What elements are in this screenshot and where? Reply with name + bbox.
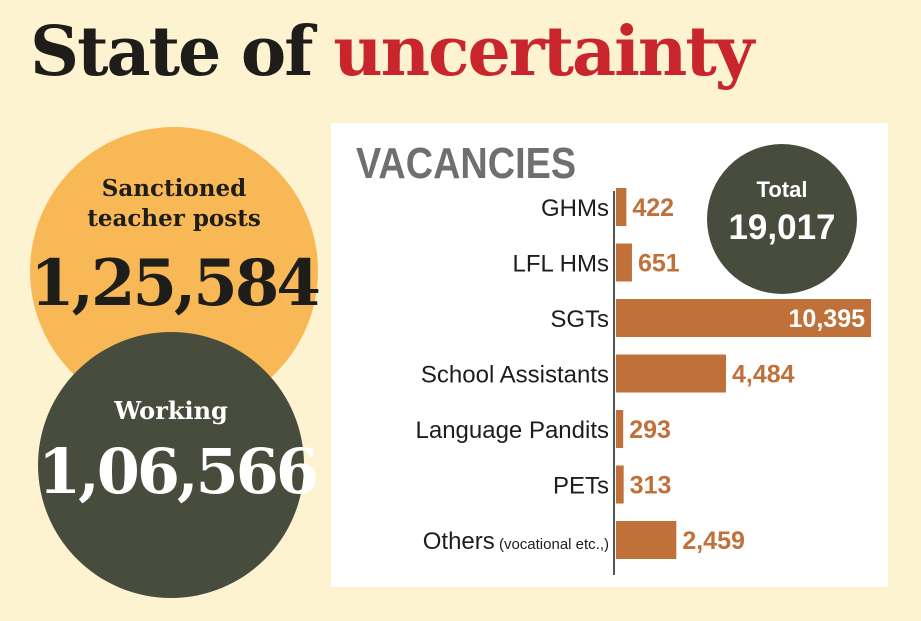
value-label: 422 — [632, 194, 674, 222]
category-note: (vocational etc.,) — [495, 536, 609, 553]
vacancies-panel: VACANCIES GHMs 422 LFL HMs 651 SGTs 10,395 Sch… — [331, 123, 888, 587]
working-value: 1,06,566 — [38, 435, 319, 508]
bar-6 — [616, 521, 677, 559]
bar-4 — [616, 410, 624, 448]
sanctioned-label-line2: teacher posts — [87, 205, 261, 232]
working-circle: Working 1,06,566 — [38, 332, 319, 598]
title-part2: uncertainty — [333, 12, 754, 92]
value-label: 4,484 — [732, 361, 795, 389]
value-label: 10,395 — [789, 305, 866, 333]
value-label: 651 — [638, 250, 680, 278]
bar-3 — [616, 354, 726, 393]
vacancies-chart: GHMs 422 LFL HMs 651 SGTs 10,395 School Assist… — [416, 188, 871, 575]
category-label: Language Pandits — [416, 417, 610, 444]
category-label: SGTs — [550, 306, 609, 333]
sanctioned-value: 1,25,584 — [30, 246, 321, 321]
total-label: Total — [756, 177, 808, 202]
sanctioned-label-line1: Sanctioned — [101, 175, 247, 202]
bar-0 — [616, 188, 627, 226]
sanctioned-label: Sanctioned teacher posts — [30, 174, 318, 234]
total-circle: Total 19,017 — [707, 144, 857, 294]
category-label: PETs — [553, 473, 609, 500]
value-label: 313 — [630, 472, 672, 500]
title-part1: State of — [30, 12, 314, 92]
page-title: State of uncertainty — [30, 18, 754, 86]
chart-title: VACANCIES — [356, 139, 577, 188]
category-label: GHMs — [541, 195, 609, 222]
category-label: School Assistants — [421, 362, 609, 389]
category-label: Others (vocational etc.,) — [423, 528, 609, 555]
bar-1 — [616, 243, 632, 282]
value-label: 293 — [629, 416, 671, 444]
value-label: 2,459 — [682, 527, 745, 555]
category-label: LFL HMs — [513, 251, 609, 278]
bar-2 — [616, 299, 871, 337]
bar-5 — [616, 465, 624, 504]
working-label: Working — [114, 396, 228, 425]
total-value: 19,017 — [728, 208, 836, 247]
